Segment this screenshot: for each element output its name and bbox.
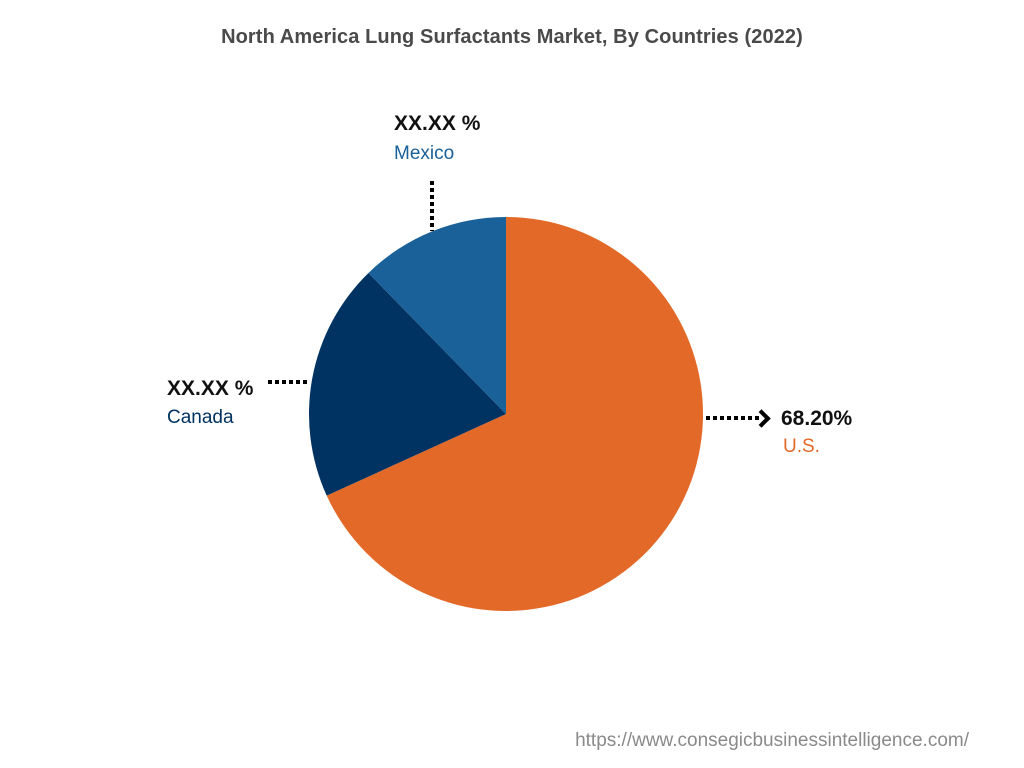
- mexico-leader-line: [430, 181, 434, 231]
- mexico-value-label: XX.XX %: [394, 112, 481, 135]
- us-leader-line: [706, 416, 760, 420]
- pie-slice-canada: [309, 272, 506, 496]
- us-value-label: 68.20%: [781, 407, 853, 430]
- pie-slices: [309, 217, 703, 611]
- canada-leader-line: [268, 380, 310, 384]
- pie-slice-us: [326, 217, 703, 611]
- pie-slice-mexico: [368, 217, 506, 414]
- canada-value-label: XX.XX %: [167, 377, 254, 400]
- canada-name-label: Canada: [167, 407, 234, 428]
- chart-title: North America Lung Surfactants Market, B…: [221, 26, 803, 48]
- mexico-name-label: Mexico: [394, 143, 455, 164]
- source-url: https://www.consegicbusinessintelligence…: [575, 730, 969, 751]
- us-name-label: U.S.: [783, 436, 820, 457]
